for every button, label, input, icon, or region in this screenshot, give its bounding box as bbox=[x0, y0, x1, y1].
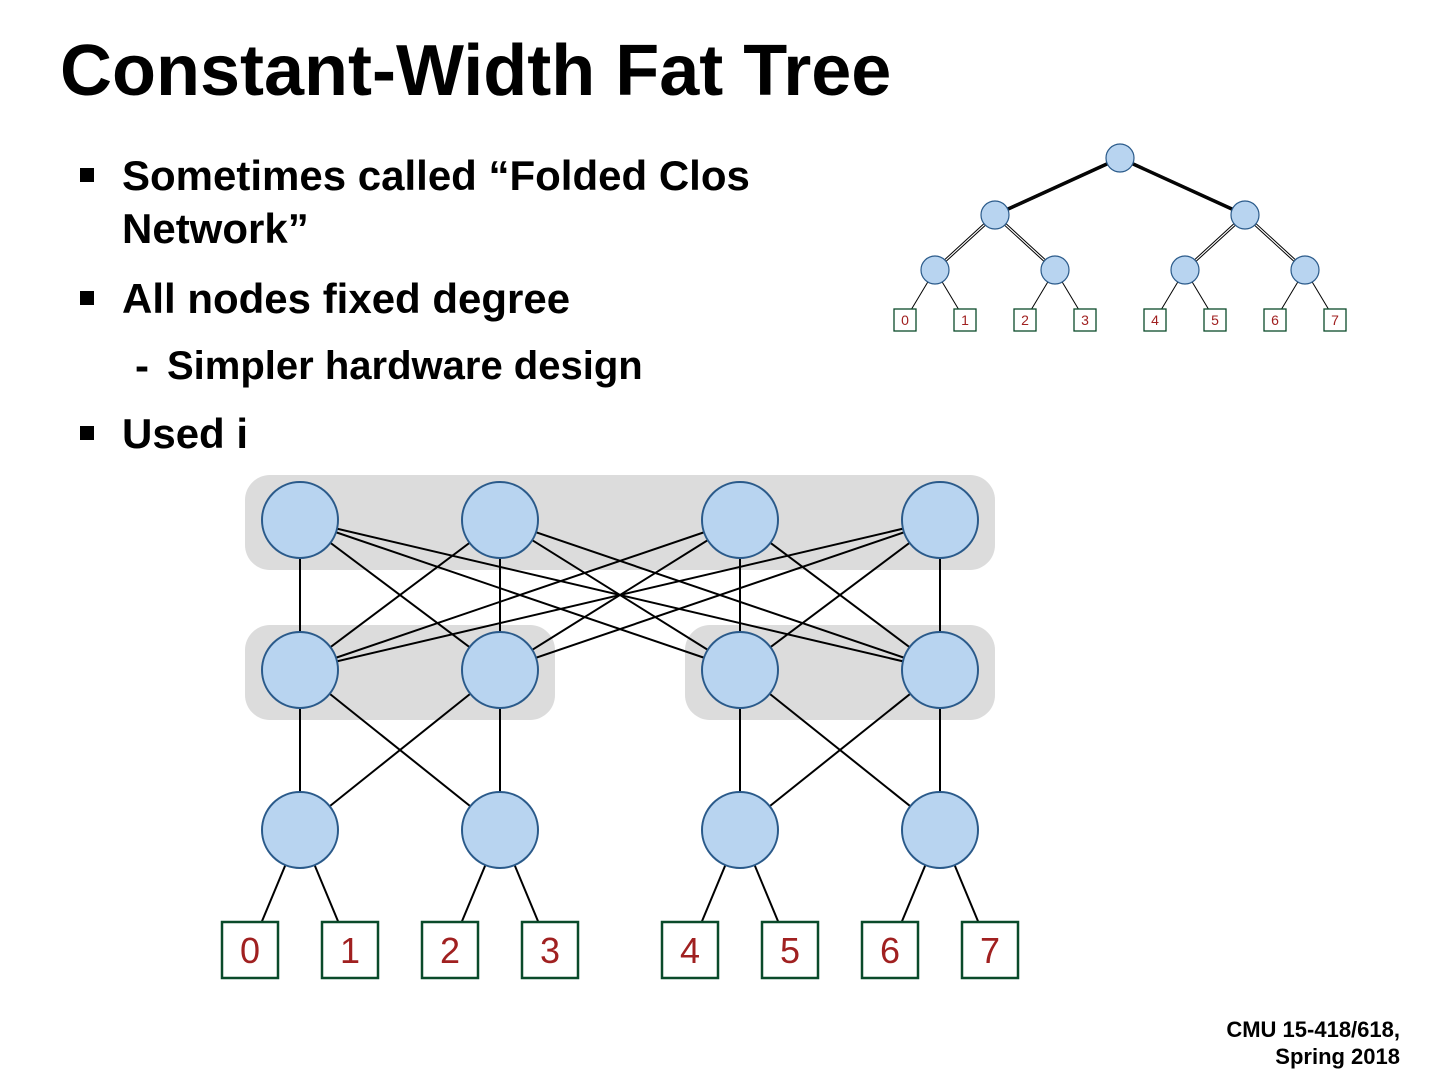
bullet-marker bbox=[80, 426, 94, 440]
slide-title: Constant-Width Fat Tree bbox=[60, 30, 891, 112]
svg-text:0: 0 bbox=[901, 312, 909, 328]
bullet-2: All nodes fixed degree bbox=[80, 273, 840, 326]
bullet-marker bbox=[80, 291, 94, 305]
bullet-text: Used i bbox=[122, 408, 248, 461]
svg-text:3: 3 bbox=[540, 930, 560, 971]
svg-text:5: 5 bbox=[780, 930, 800, 971]
svg-text:1: 1 bbox=[340, 930, 360, 971]
footer-line-2: Spring 2018 bbox=[1226, 1044, 1400, 1070]
bullet-text: Sometimes called “Folded Clos Network” bbox=[122, 150, 840, 255]
footer-line-1: CMU 15-418/618, bbox=[1226, 1017, 1400, 1043]
dash-marker: - bbox=[135, 342, 149, 390]
svg-text:3: 3 bbox=[1081, 312, 1089, 328]
svg-text:7: 7 bbox=[1331, 312, 1339, 328]
bullet-text: All nodes fixed degree bbox=[122, 273, 570, 326]
svg-text:0: 0 bbox=[240, 930, 260, 971]
svg-text:4: 4 bbox=[1151, 312, 1159, 328]
svg-text:5: 5 bbox=[1211, 312, 1219, 328]
bullet-marker bbox=[80, 168, 94, 182]
large-clos-diagram: 0 1 2 3 4 5 6 7 bbox=[200, 460, 1040, 1020]
bullet-3: Used i bbox=[80, 408, 840, 461]
svg-text:7: 7 bbox=[980, 930, 1000, 971]
bullet-list: Sometimes called “Folded Clos Network” A… bbox=[80, 150, 840, 478]
footer: CMU 15-418/618, Spring 2018 bbox=[1226, 1017, 1400, 1070]
sub-bullet-1: - Simpler hardware design bbox=[135, 344, 840, 390]
bullet-1: Sometimes called “Folded Clos Network” bbox=[80, 150, 840, 255]
svg-text:6: 6 bbox=[1271, 312, 1279, 328]
svg-text:2: 2 bbox=[440, 930, 460, 971]
svg-text:6: 6 bbox=[880, 930, 900, 971]
sub-bullet-text: Simpler hardware design bbox=[167, 344, 643, 389]
svg-text:4: 4 bbox=[680, 930, 700, 971]
svg-text:2: 2 bbox=[1021, 312, 1029, 328]
svg-text:1: 1 bbox=[961, 312, 969, 328]
slide: Constant-Width Fat Tree Sometimes called… bbox=[0, 0, 1440, 1080]
small-fat-tree-diagram: 0 1 2 3 4 5 6 7 bbox=[870, 140, 1370, 350]
